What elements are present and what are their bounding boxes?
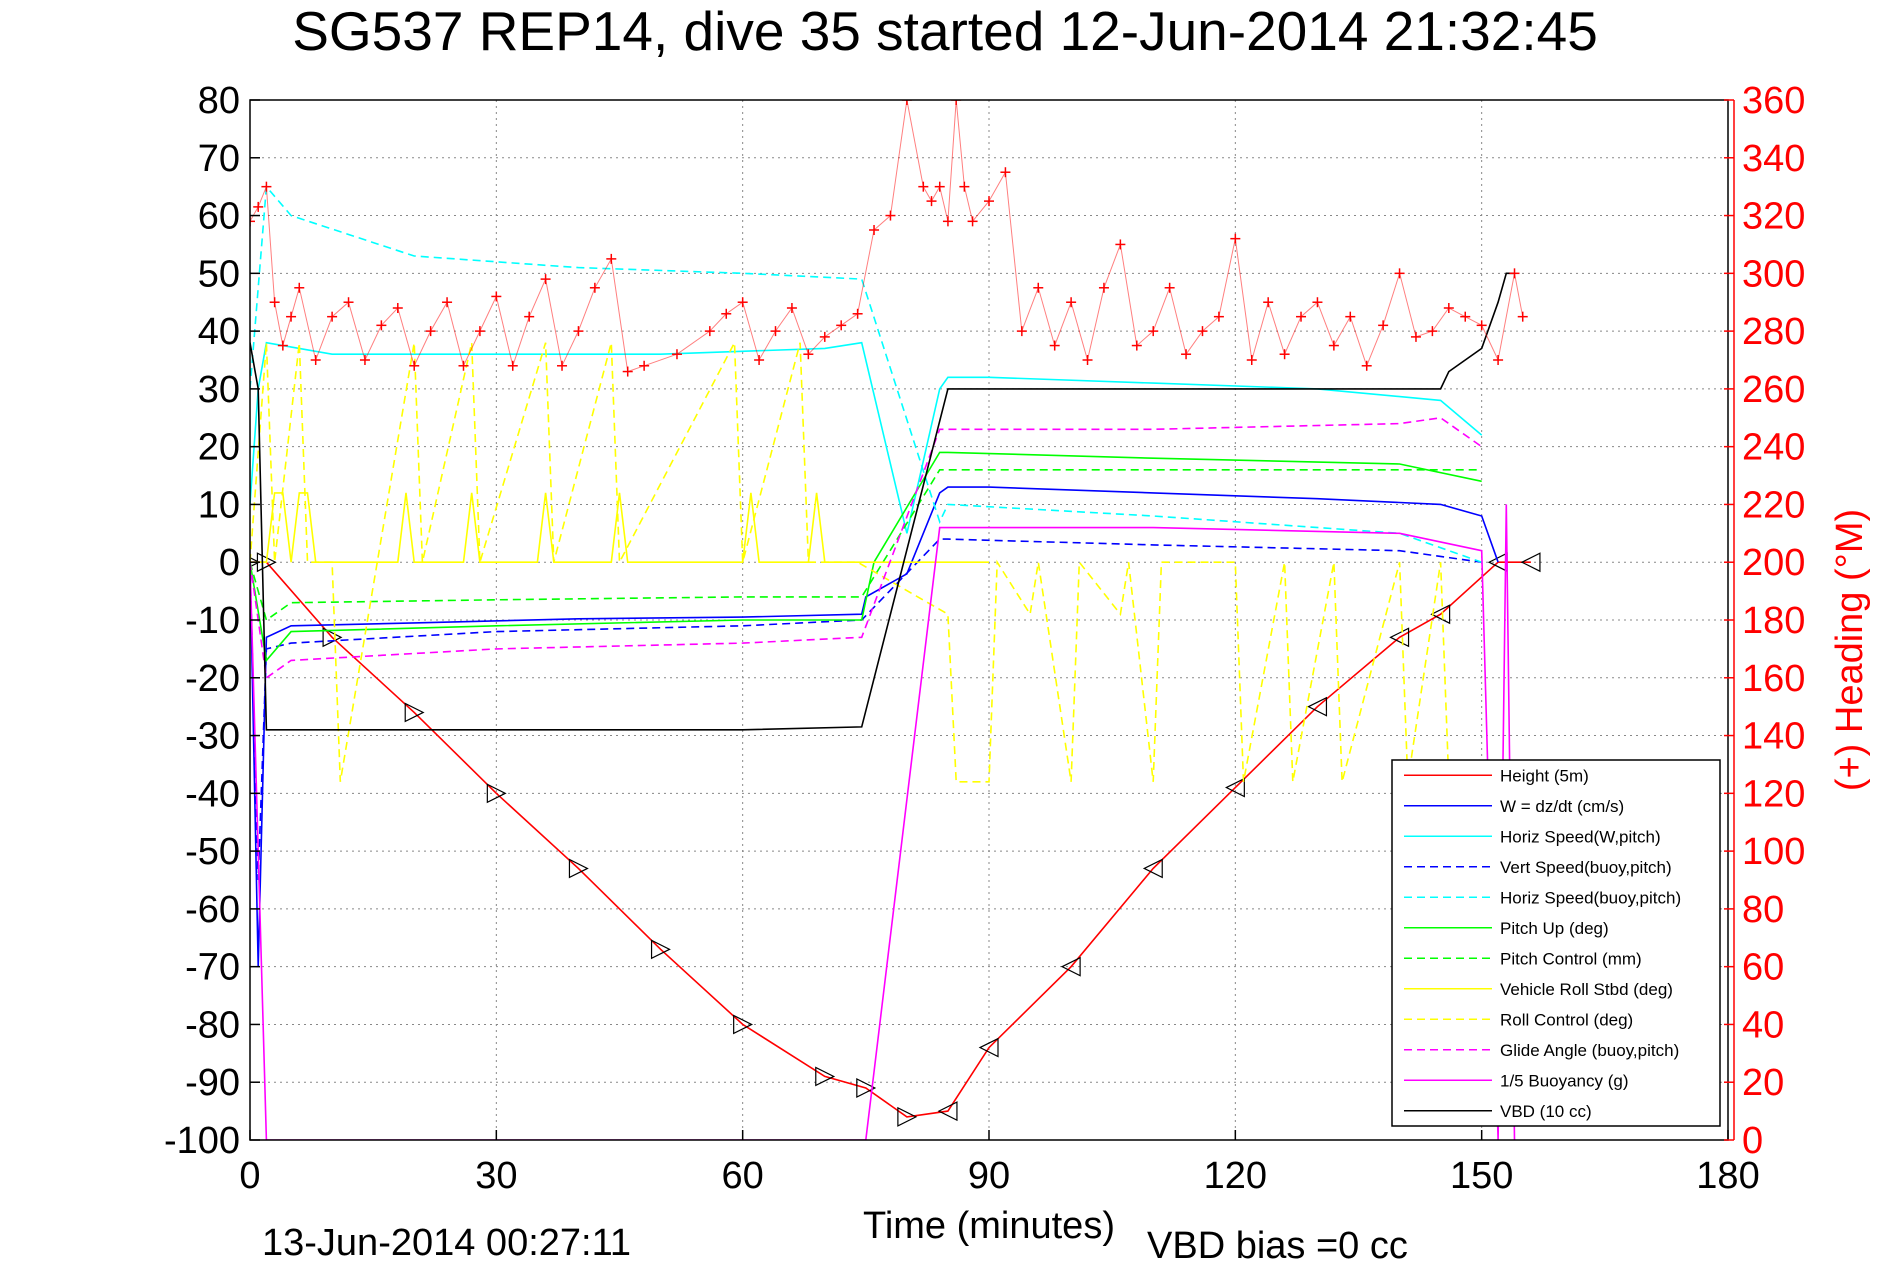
series-pitch_up — [250, 451, 1482, 663]
y2-tick-label: 300 — [1742, 253, 1805, 295]
y-tick-label: 80 — [198, 80, 240, 122]
y2-tick-label: 60 — [1742, 947, 1784, 989]
series-layer — [250, 184, 1541, 1140]
x-tick-label: 120 — [1204, 1155, 1267, 1197]
y2-tick-label: 320 — [1742, 196, 1805, 238]
legend-label: Roll Control (deg) — [1500, 1010, 1633, 1029]
y2-tick-label: 80 — [1742, 889, 1784, 931]
heading-layer — [250, 100, 1528, 377]
series-vehicle_roll — [250, 492, 989, 564]
height-marker — [568, 858, 589, 879]
y-tick-label: -60 — [185, 889, 240, 931]
y-tick-label: 40 — [198, 311, 240, 353]
y2-tick-label: 140 — [1742, 716, 1805, 758]
y-tick-label: -100 — [164, 1120, 240, 1162]
y2-tick-label: 20 — [1742, 1062, 1784, 1104]
height-marker — [815, 1066, 836, 1087]
y2-tick-label: 280 — [1742, 311, 1805, 353]
y2-tick-label: 260 — [1742, 369, 1805, 411]
height-marker — [937, 1101, 958, 1122]
height-marker — [1307, 696, 1328, 717]
y-tick-label: -70 — [185, 947, 240, 989]
height-marker — [1389, 627, 1410, 648]
y2-tick-label: 100 — [1742, 831, 1805, 873]
y-tick-label: -50 — [185, 831, 240, 873]
y2-tick-label: 240 — [1742, 427, 1805, 469]
legend: Height (5m) W = dz/dt (cm/s) Horiz Speed(W… — [1391, 759, 1721, 1127]
series-w — [250, 486, 1499, 967]
height-marker — [897, 1106, 918, 1127]
series-roll_control — [250, 339, 1450, 783]
legend-label: Height (5m) — [1500, 766, 1589, 785]
y-tick-label: -40 — [185, 773, 240, 815]
x-tick-label: 30 — [475, 1155, 517, 1197]
height-marker — [404, 702, 425, 723]
legend-label: Horiz Speed(W,pitch) — [1500, 827, 1661, 846]
x-tick-label: 60 — [722, 1155, 764, 1197]
x-axis-label: Time (minutes) — [863, 1205, 1115, 1247]
y2-tick-label: 340 — [1742, 138, 1805, 180]
x-tick-label: 180 — [1696, 1155, 1759, 1197]
y-tick-label: -30 — [185, 716, 240, 758]
legend-label: W = dz/dt (cm/s) — [1500, 797, 1624, 816]
y-tick-label: 30 — [198, 369, 240, 411]
series-glide_angle — [250, 416, 1483, 680]
series-pitch_control — [250, 468, 1482, 622]
y2-tick-label: 360 — [1742, 80, 1805, 122]
y2-tick-label: 120 — [1742, 773, 1805, 815]
series-buoyancy — [250, 504, 1516, 1140]
y-tick-label: -20 — [185, 658, 240, 700]
legend-label: Pitch Up (deg) — [1500, 919, 1609, 938]
y-tick-label: 70 — [198, 138, 240, 180]
y-tick-label: 0 — [219, 542, 240, 584]
right-axis-label: (+) Heading (°M) — [1829, 509, 1871, 791]
y-tick-label: -10 — [185, 600, 240, 642]
y-tick-label: 20 — [198, 427, 240, 469]
legend-label: Vert Speed(buoy,pitch) — [1500, 858, 1672, 877]
y2-tick-label: 40 — [1742, 1004, 1784, 1046]
vbd-bias-label: VBD bias =0 cc — [1147, 1225, 1408, 1262]
y2-tick-label: 220 — [1742, 484, 1805, 526]
height-marker — [1224, 777, 1245, 798]
height-marker — [322, 627, 343, 648]
legend-label: Glide Angle (buoy,pitch) — [1500, 1041, 1679, 1060]
legend-label: Pitch Control (mm) — [1500, 949, 1642, 968]
chart-title: SG537 REP14, dive 35 started 12-Jun-2014… — [292, 0, 1598, 62]
y-tick-label: -80 — [185, 1004, 240, 1046]
height-marker — [650, 939, 671, 960]
y2-tick-label: 160 — [1742, 658, 1805, 700]
x-tick-label: 0 — [239, 1155, 260, 1197]
height-marker — [1060, 956, 1081, 977]
y-tick-label: 10 — [198, 484, 240, 526]
y2-tick-label: 0 — [1742, 1120, 1763, 1162]
y-tick-label: -90 — [185, 1062, 240, 1104]
series-vbd — [250, 272, 1515, 731]
legend-label: Horiz Speed(buoy,pitch) — [1500, 888, 1681, 907]
y2-tick-label: 180 — [1742, 600, 1805, 642]
heading-markers — [250, 100, 1528, 377]
tick-layer: 0 30 60 90 120 150 18080706050403020100-10-20-… — [164, 80, 1805, 1197]
height-marker — [1142, 858, 1163, 879]
legend-label: VBD (10 cc) — [1500, 1102, 1592, 1121]
height-marker — [978, 1037, 999, 1058]
legend-label: 1/5 Buoyancy (g) — [1500, 1071, 1629, 1090]
height-marker — [733, 1014, 754, 1035]
legend-box — [1391, 759, 1721, 1127]
height-marker — [856, 1078, 877, 1098]
series-height — [250, 561, 1531, 1118]
height-marker — [1430, 604, 1451, 625]
series-horiz_buoy_pitch — [250, 184, 1482, 563]
legend-label: Vehicle Roll Stbd (deg) — [1500, 980, 1673, 999]
height-marker — [1520, 552, 1541, 573]
clipped-series — [250, 184, 1541, 1140]
height-marker — [486, 783, 507, 804]
x-tick-label: 150 — [1450, 1155, 1513, 1197]
x-tick-label: 90 — [968, 1155, 1010, 1197]
y-tick-label: 60 — [198, 196, 240, 238]
footer-timestamp: 13-Jun-2014 00:27:11 — [262, 1222, 631, 1262]
y-tick-label: 50 — [198, 253, 240, 295]
heading-trace — [250, 100, 1524, 373]
y2-tick-label: 200 — [1742, 542, 1805, 584]
